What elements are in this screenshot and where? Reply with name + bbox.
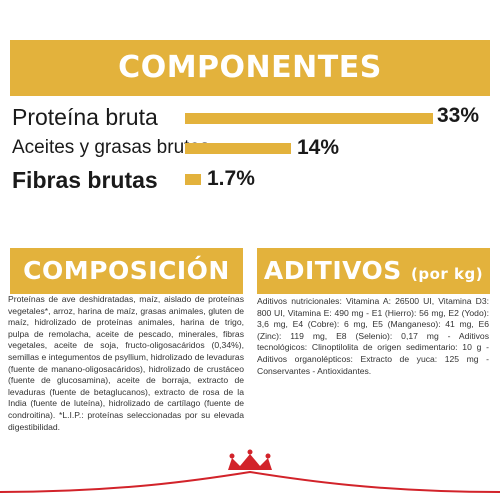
fiber-value: 1.7% [207, 167, 255, 190]
additives-title: ADITIVOS [263, 256, 402, 285]
footer-curve [0, 470, 500, 493]
protein-label: Proteína bruta [12, 104, 158, 130]
protein-bar [185, 113, 433, 124]
fat-label: Aceites y grasas brutos [12, 137, 210, 158]
composition-title: COMPOSICIÓN [23, 256, 230, 285]
protein-value: 33% [437, 104, 480, 127]
fat-value: 14% [297, 136, 340, 159]
brand-footer [0, 449, 500, 493]
analytics-banner: COMPONENTES ANALÍTICOS [10, 40, 490, 141]
fiber-bar [185, 174, 201, 185]
fat-bar [185, 143, 291, 154]
composition-banner: COMPOSICIÓN [10, 248, 243, 294]
additives-title-suffix: (por kg) [411, 265, 484, 283]
additives-banner: ADITIVOS (por kg) [257, 248, 490, 294]
composition-text: Proteínas de ave deshidratadas, maíz, ai… [8, 294, 244, 432]
additives-text: Aditivos nutricionales: Vitamina A: 2650… [257, 296, 489, 376]
fiber-label: Fibras brutas [12, 167, 158, 193]
crown-logo-icon [228, 449, 272, 470]
